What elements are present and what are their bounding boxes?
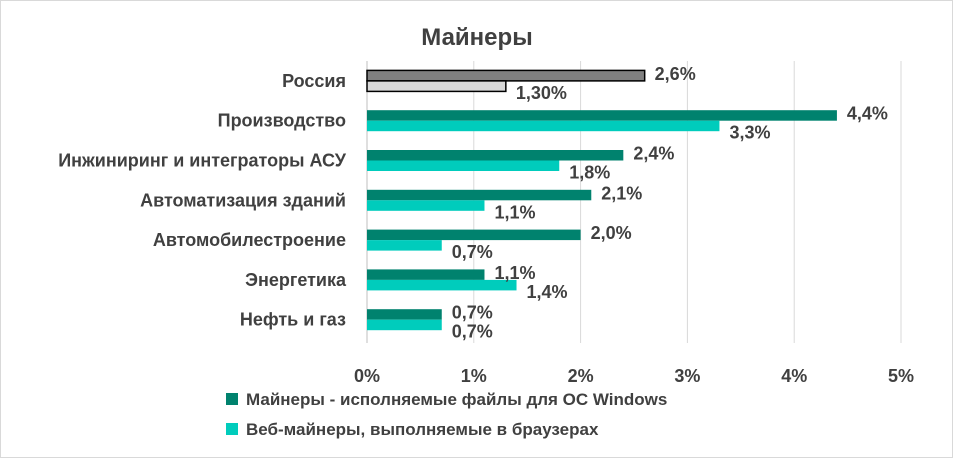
x-tick-label: 0% (354, 366, 380, 386)
data-label: 4,4% (847, 104, 888, 124)
bar (367, 279, 517, 291)
labels: 0% 1% 2% 3% 4% 5% Россия 2,6% 1,30% Производство 4… (58, 64, 914, 386)
bar (366, 80, 507, 93)
data-label: 1,1% (494, 202, 535, 222)
x-tick-label: 1% (461, 366, 487, 386)
bar (367, 150, 624, 161)
x-tick-label: 3% (674, 366, 700, 386)
x-tick-label: 2% (568, 366, 594, 386)
data-label: 3,3% (729, 123, 770, 143)
legend-label: Веб-майнеры, выполняемые в браузерах (246, 420, 599, 439)
bar (367, 200, 485, 211)
category-label: Нефть и газ (240, 310, 346, 330)
category-label: Россия (282, 71, 346, 91)
data-label: 1,30% (516, 83, 567, 103)
data-label: 2,1% (601, 183, 642, 203)
bar (366, 69, 646, 82)
category-label: Автомобилестроение (153, 230, 346, 250)
data-label: 1,4% (527, 282, 568, 302)
bar (367, 269, 485, 280)
x-tick-label: 4% (781, 366, 807, 386)
category-label: Инжиниринг и интеграторы АСУ (58, 151, 347, 171)
data-label: 2,0% (591, 223, 632, 243)
data-label: 2,4% (633, 144, 674, 164)
data-label: 0,7% (452, 303, 493, 323)
bar (367, 240, 442, 251)
category-label: Автоматизация зданий (140, 190, 346, 210)
legend-label: Майнеры - исполняемые файлы для ОС Windo… (246, 390, 667, 409)
data-label: 0,7% (452, 242, 493, 262)
legend-swatch (226, 393, 238, 405)
category-label: Производство (218, 111, 346, 131)
category-label: Энергетика (245, 270, 347, 290)
bar (367, 189, 592, 201)
bar (367, 229, 581, 241)
data-label: 1,8% (569, 163, 610, 183)
bar (367, 110, 837, 121)
data-label: 2,6% (655, 64, 696, 84)
data-label: 0,7% (452, 322, 493, 342)
bars (366, 69, 837, 331)
bar (367, 309, 442, 320)
data-label: 1,1% (494, 263, 535, 283)
legend-swatch (226, 423, 238, 435)
x-tick-label: 5% (888, 366, 914, 386)
legend: Майнеры - исполняемые файлы для ОС Windo… (226, 390, 667, 439)
bar (367, 319, 442, 331)
bar (367, 120, 720, 132)
bar (367, 160, 560, 171)
chart-title: Майнеры (421, 24, 532, 51)
